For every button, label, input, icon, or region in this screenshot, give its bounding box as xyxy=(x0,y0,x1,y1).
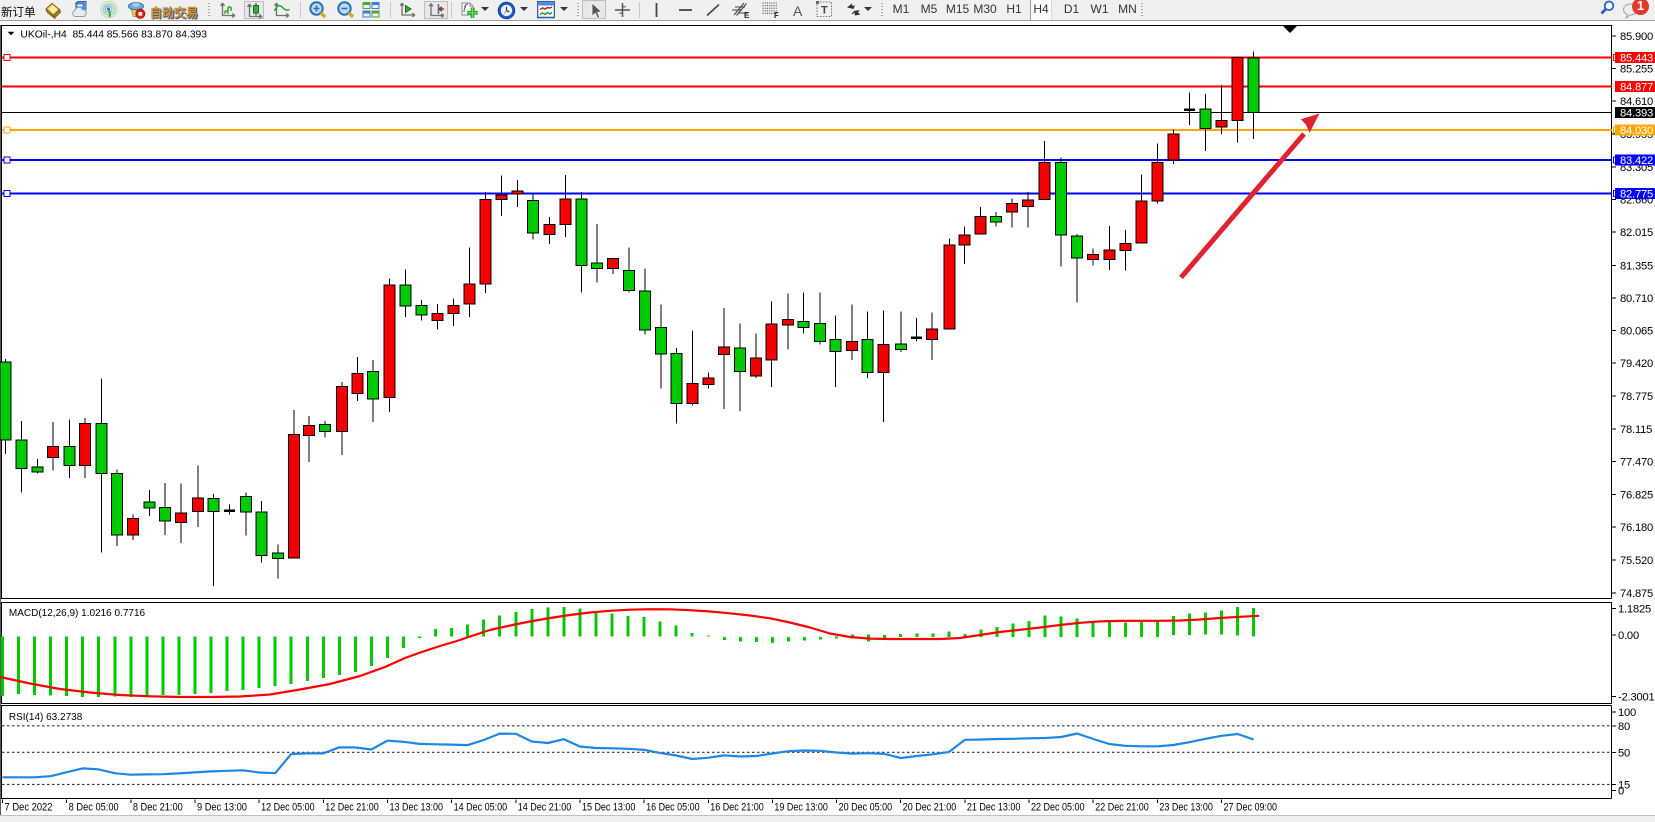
svg-text:80.065: 80.065 xyxy=(1620,326,1653,338)
svg-text:84.393: 84.393 xyxy=(1620,107,1653,119)
svg-text:82.775: 82.775 xyxy=(1620,189,1653,201)
svg-text:85.900: 85.900 xyxy=(1620,31,1653,43)
svg-text:UKOil-,H4 85.444 85.566 83.87: UKOil-,H4 85.444 85.566 83.870 84.393 xyxy=(20,29,207,40)
svg-text:81.355: 81.355 xyxy=(1620,261,1653,273)
svg-text:22 Dec 05:00: 22 Dec 05:00 xyxy=(1031,802,1085,814)
svg-text:7 Dec 2022: 7 Dec 2022 xyxy=(5,802,53,814)
svg-text:80.710: 80.710 xyxy=(1620,293,1653,305)
svg-text:20 Dec 21:00: 20 Dec 21:00 xyxy=(903,802,957,814)
svg-text:E: E xyxy=(744,11,750,20)
svg-text:T: T xyxy=(821,5,828,17)
svg-text:83.422: 83.422 xyxy=(1620,155,1653,167)
svg-text:MACD(12,26,9) 1.0216 0.7716: MACD(12,26,9) 1.0216 0.7716 xyxy=(9,608,146,619)
svg-text:77.470: 77.470 xyxy=(1620,457,1653,469)
svg-text:79.420: 79.420 xyxy=(1620,358,1653,370)
svg-text:84.610: 84.610 xyxy=(1620,96,1653,108)
svg-text:74.875: 74.875 xyxy=(1620,588,1653,600)
svg-text:F: F xyxy=(774,11,779,20)
svg-text:15: 15 xyxy=(1618,779,1630,791)
svg-text:23 Dec 13:00: 23 Dec 13:00 xyxy=(1159,802,1213,814)
svg-text:RSI(14) 63.2738: RSI(14) 63.2738 xyxy=(9,712,83,723)
svg-text:21 Dec 13:00: 21 Dec 13:00 xyxy=(967,802,1021,814)
svg-text:16 Dec 05:00: 16 Dec 05:00 xyxy=(646,802,700,814)
svg-text:15 Dec 13:00: 15 Dec 13:00 xyxy=(582,802,636,814)
svg-text:13 Dec 13:00: 13 Dec 13:00 xyxy=(389,802,443,814)
svg-text:76.180: 76.180 xyxy=(1620,522,1653,534)
svg-text:0.00: 0.00 xyxy=(1618,630,1639,642)
svg-text:12 Dec 21:00: 12 Dec 21:00 xyxy=(325,802,379,814)
svg-text:12 Dec 05:00: 12 Dec 05:00 xyxy=(261,802,315,814)
svg-text:78.775: 78.775 xyxy=(1620,391,1653,403)
svg-text:14 Dec 05:00: 14 Dec 05:00 xyxy=(454,802,508,814)
svg-text:0: 0 xyxy=(1618,786,1624,798)
svg-text:20 Dec 05:00: 20 Dec 05:00 xyxy=(839,802,893,814)
svg-text:76.825: 76.825 xyxy=(1620,489,1653,501)
svg-text:1.1825: 1.1825 xyxy=(1618,604,1651,616)
svg-text:80: 80 xyxy=(1618,721,1630,733)
svg-text:22 Dec 21:00: 22 Dec 21:00 xyxy=(1095,802,1149,814)
svg-text:82.015: 82.015 xyxy=(1620,227,1653,239)
svg-text:84.877: 84.877 xyxy=(1620,82,1653,94)
svg-text:14 Dec 21:00: 14 Dec 21:00 xyxy=(518,802,572,814)
svg-text:75.520: 75.520 xyxy=(1620,555,1653,567)
svg-text:84.030: 84.030 xyxy=(1620,125,1653,137)
svg-text:8 Dec 21:00: 8 Dec 21:00 xyxy=(133,802,183,814)
svg-text:85.443: 85.443 xyxy=(1620,53,1653,65)
svg-text:16 Dec 21:00: 16 Dec 21:00 xyxy=(710,802,764,814)
svg-text:85.255: 85.255 xyxy=(1620,64,1653,76)
svg-text:78.115: 78.115 xyxy=(1620,424,1652,436)
svg-text:-2.3001: -2.3001 xyxy=(1618,692,1655,704)
svg-text:8 Dec 05:00: 8 Dec 05:00 xyxy=(69,802,119,814)
svg-text:50: 50 xyxy=(1618,747,1630,759)
svg-text:100: 100 xyxy=(1618,707,1636,719)
svg-text:27 Dec 09:00: 27 Dec 09:00 xyxy=(1224,802,1278,814)
svg-text:9 Dec 13:00: 9 Dec 13:00 xyxy=(197,802,247,814)
svg-text:19 Dec 13:00: 19 Dec 13:00 xyxy=(774,802,828,814)
